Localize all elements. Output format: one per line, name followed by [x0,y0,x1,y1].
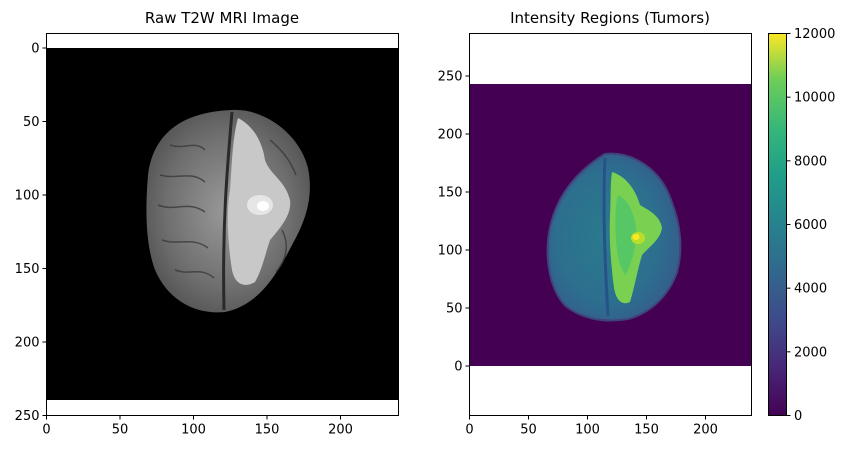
right-x-tick-label: 0 [465,423,473,438]
left-y-tick-label: 50 [23,115,40,130]
right-y-tick-label: 50 [446,302,463,317]
left-y-tick-label: 150 [15,262,40,277]
left-x-tick-label: 150 [255,423,280,438]
right-axes-frame [469,33,752,416]
brain-rim [546,152,682,322]
left-x-tick-label: 0 [42,423,50,438]
right-panel: Intensity Regions (Tumors) 0 50 100 150 200 … [438,9,752,438]
colorbar-tick-label: 2000 [794,345,827,360]
left-y-tick-label: 200 [15,336,40,351]
left-y-axis: 0 50 100 150 200 250 [15,42,47,424]
right-x-tick-label: 50 [520,423,537,438]
tumor-intensity-inner [615,195,637,275]
right-x-axis: 0 50 100 150 200 [465,415,718,438]
right-y-axis: 0 50 100 150 200 250 [438,70,470,375]
colorbar-axis: 0 2000 4000 6000 8000 10000 12000 [786,27,835,424]
left-panel: Raw T2W MRI Image 0 50 100 150 200 0 50 100 150… [15,9,399,438]
left-x-tick-label: 100 [181,423,206,438]
midline-fissure-intensity [602,157,610,317]
right-panel-title: Intensity Regions (Tumors) [510,9,710,27]
sulci-texture [157,139,297,279]
colorbar-tick-label: 0 [794,409,802,424]
left-y-tick-label: 0 [31,42,39,57]
right-x-tick-label: 150 [634,423,659,438]
tumor-core-white [257,201,269,211]
left-x-tick-label: 200 [328,423,353,438]
right-x-tick-label: 100 [575,423,600,438]
colorbar-tick-label: 12000 [794,27,835,42]
right-y-tick-label: 200 [438,128,463,143]
right-y-tick-label: 100 [438,244,463,259]
left-axes-frame [46,33,399,416]
left-y-tick-label: 100 [15,189,40,204]
left-x-tick-label: 50 [112,423,129,438]
colorbar-tick-label: 4000 [794,282,827,297]
left-y-tick-label: 250 [15,409,40,424]
colorbar-tick-label: 6000 [794,218,827,233]
right-x-tick-label: 200 [693,423,718,438]
left-x-axis: 0 50 100 150 200 [42,415,353,438]
colorbar-tick-label: 8000 [794,154,827,169]
left-panel-title: Raw T2W MRI Image [145,9,299,27]
right-y-tick-label: 250 [438,70,463,85]
tumor-hotspot-yellow [632,234,640,240]
colorbar-gradient [768,33,787,416]
colorbar: 0 2000 4000 6000 8000 10000 12000 [768,27,835,424]
right-y-tick-label: 0 [454,360,462,375]
right-y-tick-label: 150 [438,186,463,201]
midline-fissure [222,111,234,311]
colorbar-tick-label: 10000 [794,91,835,106]
